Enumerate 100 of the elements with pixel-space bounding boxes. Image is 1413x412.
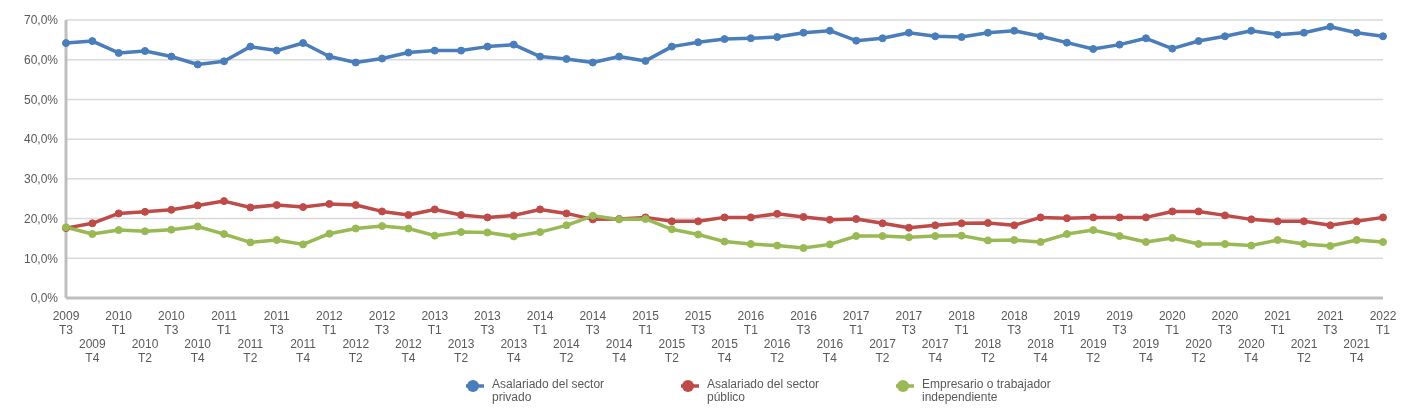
- point: [141, 227, 150, 236]
- point: [325, 199, 334, 208]
- y-tick-label: 70,0%: [23, 13, 59, 28]
- point: [904, 223, 913, 232]
- point: [667, 225, 676, 234]
- x-tick-label: 2010 T1: [105, 309, 133, 337]
- point: [536, 205, 545, 214]
- point: [746, 239, 755, 248]
- point: [1062, 214, 1071, 223]
- point: [852, 232, 861, 241]
- x-tick-label: 2017 T4: [921, 337, 949, 365]
- point: [272, 46, 281, 55]
- point: [1036, 238, 1045, 246]
- point: [773, 33, 782, 42]
- x-tick-label: 2014 T2: [553, 337, 581, 365]
- point: [325, 52, 334, 61]
- point: [641, 56, 650, 65]
- point: [220, 230, 229, 239]
- x-tick-label: 2010 T2: [131, 337, 159, 365]
- point: [1352, 28, 1361, 37]
- point: [1010, 221, 1019, 230]
- legend-label: Asalariado del sector privado: [492, 377, 606, 404]
- point: [378, 54, 387, 63]
- point: [1062, 38, 1071, 47]
- point: [1115, 232, 1124, 241]
- point: [88, 219, 97, 228]
- x-tick-label: 2013 T2: [447, 337, 475, 365]
- point: [904, 233, 913, 242]
- x-tick-label: 2012 T3: [368, 309, 396, 337]
- point: [1194, 37, 1203, 46]
- point: [272, 236, 281, 245]
- x-tick-label: 2011 T2: [237, 337, 264, 365]
- x-tick-label: 2017 T3: [895, 309, 923, 337]
- point: [141, 207, 150, 216]
- point: [1010, 236, 1019, 245]
- point: [430, 46, 439, 55]
- point: [957, 231, 966, 240]
- point: [483, 228, 492, 237]
- point: [694, 230, 703, 239]
- point: [983, 28, 992, 37]
- point: [378, 207, 387, 216]
- x-tick-label: 2019 T3: [1106, 309, 1134, 337]
- y-tick-label: 40,0%: [23, 132, 59, 147]
- point: [1036, 213, 1045, 222]
- x-tick-label: 2013 T1: [421, 309, 449, 337]
- point: [193, 201, 202, 210]
- point: [588, 58, 597, 67]
- point: [114, 209, 123, 218]
- point: [114, 48, 123, 57]
- x-tick-label: 2009 T4: [78, 337, 107, 365]
- point: [931, 232, 940, 241]
- x-tick-label: 2015 T3: [684, 309, 712, 337]
- x-tick-label: 2013 T4: [500, 337, 528, 365]
- x-tick-label: 2016 T4: [816, 337, 844, 365]
- point: [1379, 238, 1387, 246]
- point: [1141, 238, 1150, 246]
- point: [1194, 207, 1203, 216]
- point: [1036, 32, 1045, 41]
- x-tick-label: 2019 T4: [1132, 337, 1160, 365]
- point: [1299, 217, 1308, 226]
- point: [957, 219, 966, 228]
- x-tick-label: 2011 T1: [211, 309, 238, 337]
- point: [351, 58, 360, 67]
- point: [246, 42, 255, 51]
- point: [588, 211, 597, 220]
- x-tick-label: 2011 T3: [263, 309, 290, 337]
- point: [878, 232, 887, 241]
- point: [351, 201, 360, 210]
- point: [1089, 213, 1098, 222]
- point: [220, 197, 229, 206]
- x-tick-label: 2020 T1: [1158, 309, 1186, 337]
- x-tick-label: 2017 T2: [869, 337, 897, 365]
- point: [1247, 26, 1256, 35]
- point: [351, 224, 360, 233]
- point: [220, 57, 229, 66]
- point: [720, 237, 729, 246]
- x-tick-label: 2016 T2: [763, 337, 791, 365]
- x-tick-label: 2016 T3: [790, 309, 818, 337]
- point: [1010, 26, 1019, 35]
- point: [1115, 40, 1124, 49]
- x-tick-label: 2012 T1: [316, 309, 344, 337]
- point: [1299, 28, 1308, 37]
- y-tick-label: 60,0%: [23, 52, 59, 67]
- point: [773, 209, 782, 218]
- point: [720, 213, 729, 222]
- point: [536, 52, 545, 61]
- legend-label: Empresario o trabajador independiente: [922, 377, 1052, 404]
- point: [694, 38, 703, 47]
- point: [562, 54, 571, 63]
- x-tick-label: 2020 T3: [1211, 309, 1239, 337]
- x-tick-label: 2018 T4: [1027, 337, 1055, 365]
- point: [246, 238, 255, 247]
- point: [1247, 241, 1256, 250]
- x-tick-label: 2017 T1: [842, 309, 870, 337]
- point: [299, 240, 308, 249]
- point: [430, 205, 439, 214]
- point: [799, 243, 808, 252]
- point: [1089, 226, 1098, 235]
- point: [167, 225, 176, 234]
- point: [1326, 221, 1335, 230]
